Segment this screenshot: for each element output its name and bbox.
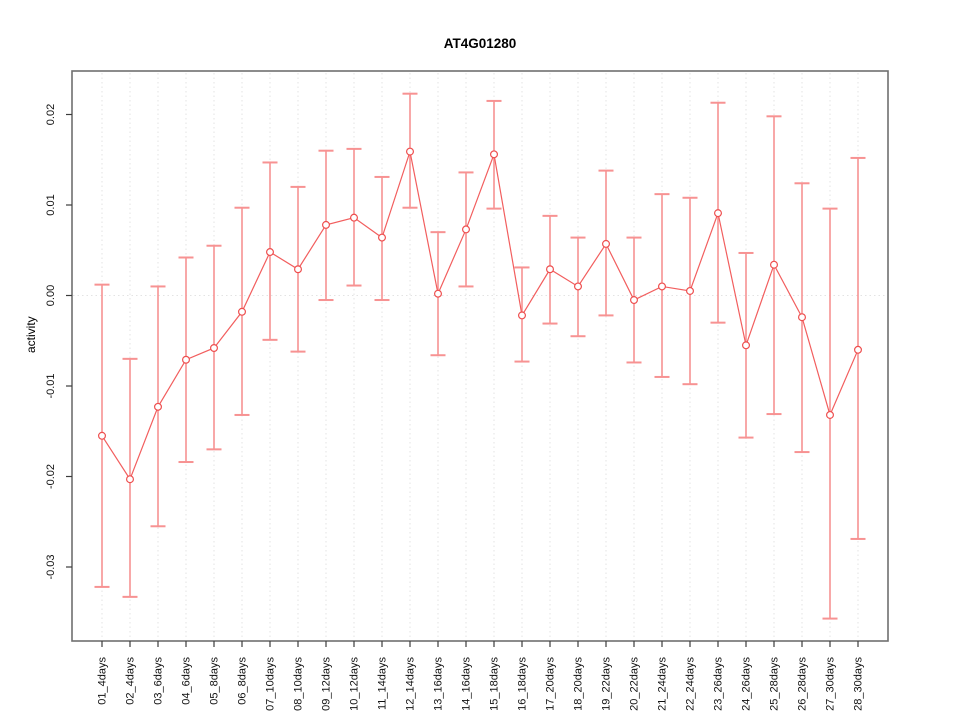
x-axis-tick-label: 17_20days — [545, 657, 557, 711]
x-axis-tick-label: 24_26days — [741, 657, 753, 711]
x-axis-tick-label: 11_14days — [377, 657, 389, 711]
data-point-marker — [406, 147, 415, 156]
data-point-marker — [154, 402, 163, 411]
x-axis-tick-label: 13_16days — [433, 657, 445, 711]
series-line — [101, 149, 859, 481]
data-point-marker — [125, 475, 134, 484]
x-axis-tick-label: 16_18days — [517, 657, 529, 711]
y-axis-tick-label: -0.02 — [45, 464, 57, 489]
x-axis-tick-label: 21_24days — [657, 657, 669, 711]
x-axis-tick-label: 12_14days — [405, 657, 417, 711]
x-axis-tick-label: 18_20days — [573, 657, 585, 711]
data-point-marker — [210, 343, 219, 352]
y-axis-tick-label: 0.02 — [45, 104, 57, 125]
x-axis-tick-label: 08_10days — [293, 657, 305, 711]
data-point-marker — [797, 313, 806, 322]
data-point-marker — [825, 410, 834, 419]
plot-frame — [71, 70, 889, 642]
data-point-marker — [713, 209, 722, 218]
x-axis-tick-label: 28_30days — [853, 657, 865, 711]
data-point-marker — [573, 282, 582, 291]
data-point-marker — [350, 213, 359, 222]
data-point-marker — [490, 150, 499, 159]
x-axis-tick-label: 27_30days — [825, 657, 837, 711]
data-point-marker — [462, 225, 471, 234]
y-axis-tick-label: -0.01 — [45, 373, 57, 398]
x-axis-tick-label: 23_26days — [713, 657, 725, 711]
x-axis-tick-label: 02_4days — [125, 657, 137, 705]
data-point-marker — [601, 239, 610, 248]
data-point-marker — [853, 345, 862, 354]
chart-title: AT4G01280 — [443, 36, 517, 51]
data-point-marker — [97, 431, 106, 440]
data-point-marker — [545, 265, 554, 274]
x-axis-tick-label: 15_18days — [489, 657, 501, 711]
data-point-marker — [294, 265, 303, 274]
x-axis-tick-label: 09_12days — [321, 657, 333, 711]
data-point-marker — [741, 341, 750, 350]
x-axis-tick-label: 14_16days — [461, 657, 473, 711]
data-point-marker — [769, 260, 778, 269]
data-point-marker — [685, 286, 694, 295]
data-point-marker — [378, 233, 387, 242]
data-point-marker — [182, 355, 191, 364]
data-point-marker — [434, 289, 443, 298]
x-axis-tick-label: 06_8days — [237, 657, 249, 705]
data-point-marker — [266, 248, 275, 257]
x-axis-tick-label: 22_24days — [685, 657, 697, 711]
data-point-marker — [517, 311, 526, 320]
x-axis-tick-label: 26_28days — [797, 657, 809, 711]
y-axis-tick-label: -0.03 — [45, 554, 57, 579]
x-axis-tick-label: 25_28days — [769, 657, 781, 711]
data-point-marker — [238, 307, 247, 316]
x-axis-tick-label: 10_12days — [349, 657, 361, 711]
x-axis-tick-label: 01_4days — [97, 657, 109, 705]
data-point-marker — [629, 296, 638, 305]
x-axis-tick-label: 03_6days — [153, 657, 165, 705]
x-axis-tick-label: 04_6days — [181, 657, 193, 705]
x-axis-tick-label: 07_10days — [265, 657, 277, 711]
x-axis-tick-label: 05_8days — [209, 657, 221, 705]
x-axis-tick-label: 19_22days — [601, 657, 613, 711]
data-point-marker — [322, 220, 331, 229]
y-axis-tick-label: 0.00 — [45, 285, 57, 306]
y-axis-tick-label: 0.01 — [45, 194, 57, 215]
x-axis-tick-label: 20_22days — [629, 657, 641, 711]
data-point-marker — [657, 282, 666, 291]
